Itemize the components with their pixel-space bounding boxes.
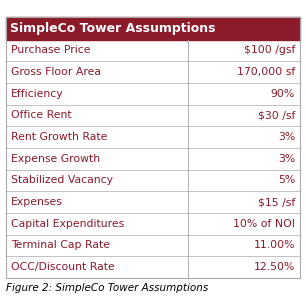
Text: Stabilized Vacancy: Stabilized Vacancy	[11, 175, 113, 185]
Text: $15 /sf: $15 /sf	[258, 197, 295, 207]
Text: 10% of NOI: 10% of NOI	[233, 219, 295, 229]
Text: Purchase Price: Purchase Price	[11, 45, 91, 56]
Text: 12.50%: 12.50%	[254, 262, 295, 272]
Text: Expenses: Expenses	[11, 197, 63, 207]
Text: 3%: 3%	[278, 132, 295, 142]
Bar	[6, 17, 300, 278]
Text: Capital Expenditures: Capital Expenditures	[11, 219, 124, 229]
Text: Efficiency: Efficiency	[11, 89, 64, 99]
Text: 11.00%: 11.00%	[253, 240, 295, 250]
Text: 170,000 sf: 170,000 sf	[237, 67, 295, 77]
Text: $100 /gsf: $100 /gsf	[244, 45, 295, 56]
Text: Figure 2: SimpleCo Tower Assumptions: Figure 2: SimpleCo Tower Assumptions	[6, 283, 208, 293]
Text: SimpleCo Tower Assumptions: SimpleCo Tower Assumptions	[10, 22, 216, 35]
Text: 3%: 3%	[278, 154, 295, 164]
Text: Gross Floor Area: Gross Floor Area	[11, 67, 101, 77]
Text: 5%: 5%	[278, 175, 295, 185]
Text: $30 /sf: $30 /sf	[258, 111, 295, 120]
Bar	[6, 17, 300, 40]
Text: 90%: 90%	[271, 89, 295, 99]
Text: Expense Growth: Expense Growth	[11, 154, 100, 164]
Text: Office Rent: Office Rent	[11, 111, 72, 120]
Text: OCC/Discount Rate: OCC/Discount Rate	[11, 262, 115, 272]
Text: Terminal Cap Rate: Terminal Cap Rate	[11, 240, 110, 250]
Text: Rent Growth Rate: Rent Growth Rate	[11, 132, 107, 142]
